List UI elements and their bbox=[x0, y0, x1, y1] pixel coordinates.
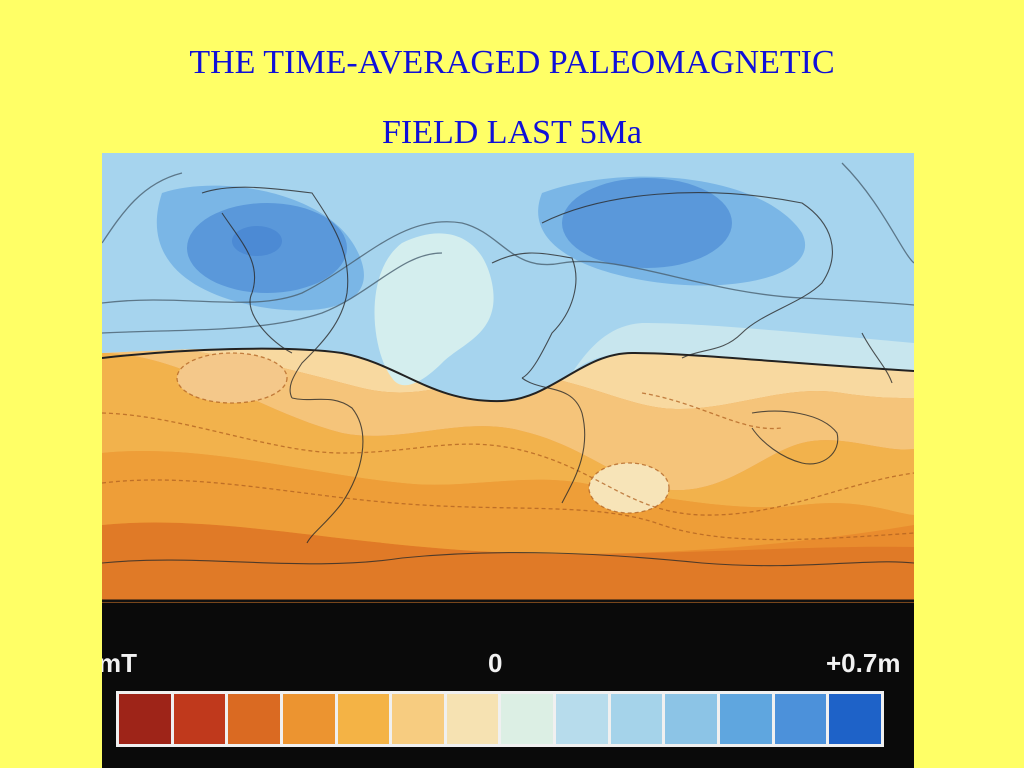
zero-field-contour bbox=[102, 347, 914, 403]
colorbar-swatch bbox=[392, 694, 447, 744]
colorbar-swatch bbox=[173, 694, 229, 744]
field-intensity-colorbar bbox=[116, 691, 884, 747]
coastlines bbox=[102, 186, 914, 567]
colorbar-swatch bbox=[774, 694, 830, 744]
scale-label-zero: 0 bbox=[488, 648, 503, 678]
pacific-light-patch bbox=[177, 353, 287, 403]
southern-dark-band bbox=[102, 522, 914, 603]
indian-pale-band bbox=[572, 323, 914, 373]
colorbar-swatch bbox=[501, 694, 557, 744]
southern-pale-band bbox=[102, 343, 914, 491]
colorbar-swatch bbox=[610, 694, 666, 744]
scale-label-left: mT bbox=[102, 648, 137, 678]
north-america-core bbox=[232, 226, 282, 256]
siberia-flux-lobe bbox=[562, 178, 732, 268]
colorbar-swatch bbox=[119, 694, 174, 744]
paleomagnetic-map-figure: mT 0 +0.7m bbox=[102, 153, 914, 768]
colorbar-swatch bbox=[337, 694, 393, 744]
colorbar-swatch bbox=[829, 694, 881, 744]
colorbar-swatch bbox=[720, 694, 775, 744]
south-atlantic-light-patch bbox=[589, 463, 669, 513]
colorbar-swatch bbox=[446, 694, 502, 744]
southern-mid-band bbox=[102, 450, 914, 554]
dashed-contours bbox=[102, 352, 914, 541]
colorbar-swatch bbox=[556, 694, 611, 744]
colorbar-swatch bbox=[228, 694, 283, 744]
scale-label-right: +0.7m bbox=[826, 648, 901, 678]
map-title-line-2: FIELD LAST 5Ma bbox=[381, 114, 643, 151]
atlantic-pale-tongue bbox=[374, 233, 494, 386]
colorbar-swatch bbox=[282, 694, 338, 744]
world-field-map bbox=[102, 153, 914, 603]
southern-light-band bbox=[102, 353, 914, 515]
colorbar-swatch bbox=[665, 694, 721, 744]
map-title-line-1: THE TIME-AVERAGED PALEOMAGNETIC bbox=[189, 44, 835, 81]
